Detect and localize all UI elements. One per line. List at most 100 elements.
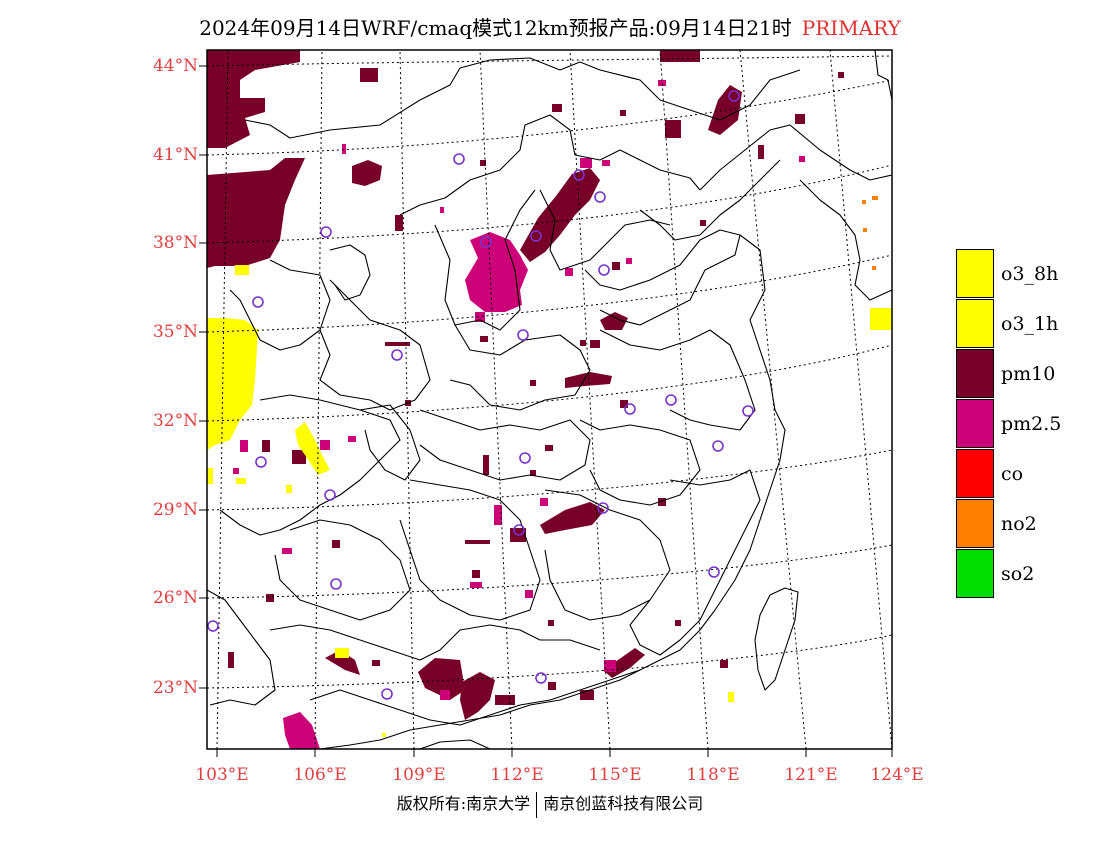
station-marker [519, 452, 531, 464]
boundary-hubei [419, 409, 591, 481]
legend-label: pm10 [1001, 363, 1056, 385]
copyright-owner: 版权所有:南京大学 [396, 794, 531, 813]
station-marker [391, 349, 403, 361]
boundary-chongqing [359, 404, 421, 481]
boundaries [207, 50, 892, 749]
station-marker [594, 191, 606, 203]
legend-label: pm2.5 [1001, 413, 1062, 435]
station-marker [252, 296, 264, 308]
coastline-south [319, 689, 591, 749]
boundary-korea [799, 179, 892, 301]
station-marker [324, 489, 336, 501]
station-marker [535, 672, 547, 684]
legend-item-pm25: pm2.5 [956, 399, 1096, 449]
boundary-hunan [399, 479, 541, 621]
boundary-sichuan [219, 394, 401, 536]
lon-label-106e: 106°E [293, 765, 347, 785]
legend-label: so2 [1001, 563, 1035, 585]
station-markers [207, 90, 754, 700]
boundary-guangxi [269, 624, 601, 661]
legend-swatch [956, 249, 994, 298]
pm10-patch-anhui [565, 372, 612, 388]
station-marker [742, 405, 754, 417]
pm25-patch-southwest [283, 712, 320, 749]
legend-swatch [956, 499, 994, 548]
legend-swatch [956, 349, 994, 398]
coastline-east [589, 234, 786, 691]
no2-patches [862, 196, 878, 270]
boundary-henan [449, 324, 591, 411]
lat-label-44n: 44°N [152, 56, 198, 76]
meridian-109E [399, 50, 415, 749]
legend-swatch [956, 399, 994, 448]
boundary-gansu [229, 259, 331, 351]
pollutant-legend: o3_8h o3_1h pm10 pm2.5 co no2 so2 [956, 249, 1096, 599]
lat-label-38n: 38°N [152, 233, 198, 253]
legend-label: o3_1h [1001, 313, 1059, 335]
legend-item-co: co [956, 449, 1096, 499]
parallel-41N [207, 79, 892, 156]
coastline-bohai [639, 159, 781, 241]
station-marker [573, 169, 585, 181]
legend-swatch [956, 549, 994, 598]
map-title: 2024年09月14日WRF/cmaq模式12km预报产品:09月14日21时 P… [0, 12, 1100, 41]
boundary-anhui [579, 419, 701, 506]
boundary-north-china [399, 114, 701, 216]
pm10-patch-zhejiang-jiangxi [540, 502, 605, 534]
pm10-patch-guangxi [325, 650, 360, 675]
boundary-shanxi [434, 189, 536, 331]
lon-label-121e: 121°E [784, 765, 838, 785]
meridian-115E [569, 50, 611, 749]
station-marker [728, 90, 740, 102]
parallel-29N [207, 449, 892, 511]
station-marker [517, 329, 529, 341]
station-marker [598, 264, 610, 276]
pm25-patch-central [465, 232, 528, 312]
lat-label-41n: 41°N [152, 145, 198, 165]
station-marker [330, 578, 342, 590]
title-text: 2024年09月14日WRF/cmaq模式12km预报产品:09月14日21时 [199, 16, 792, 40]
station-marker [453, 153, 465, 165]
boundary-jiangxi [544, 489, 671, 621]
pm10-patch-guangdong-2 [460, 672, 495, 720]
lat-label-35n: 35°N [152, 322, 198, 342]
station-marker [597, 502, 609, 514]
meridian-121E [739, 50, 807, 749]
station-marker [513, 524, 525, 536]
boundary-northeast [699, 124, 892, 191]
boundary-ningxia [329, 244, 371, 301]
legend-item-o3-8h: o3_8h [956, 249, 1096, 299]
parallel-38N [207, 164, 892, 244]
station-marker [712, 440, 724, 452]
boundary-zhejiang-fujian [629, 469, 761, 656]
pm10-patch-lat41 [352, 160, 382, 186]
station-marker [320, 226, 332, 238]
coastline-taiwan [754, 587, 799, 691]
footer-separator [536, 791, 538, 818]
station-marker [480, 236, 492, 248]
pm10-patch-northwest [207, 50, 300, 148]
o3-patches [207, 265, 892, 737]
parallel-23N [207, 634, 892, 689]
copyright-footer: 版权所有:南京大学 南京创蓝科技有限公司 [0, 790, 1100, 818]
lon-label-118e: 118°E [686, 765, 740, 785]
pm25-patches [233, 80, 805, 749]
o3-patch-west [207, 318, 258, 450]
lat-label-32n: 32°N [152, 411, 198, 431]
pm10-patch-shandong [600, 312, 628, 330]
lon-label-124e: 124°E [870, 765, 924, 785]
lon-label-109e: 109°E [392, 765, 446, 785]
boundary-guizhou [274, 519, 411, 621]
copyright-company: 南京创蓝科技有限公司 [543, 794, 704, 813]
station-marker [708, 566, 720, 578]
meridian-124E [829, 50, 892, 749]
parallel-44N [207, 55, 892, 67]
legend-item-so2: so2 [956, 549, 1096, 599]
pm10-patch-west [207, 158, 305, 268]
primary-tag: PRIMARY [801, 16, 901, 40]
ticks [199, 65, 893, 757]
lon-label-103e: 103°E [195, 765, 249, 785]
station-marker [207, 620, 219, 632]
map-frame [206, 49, 893, 750]
